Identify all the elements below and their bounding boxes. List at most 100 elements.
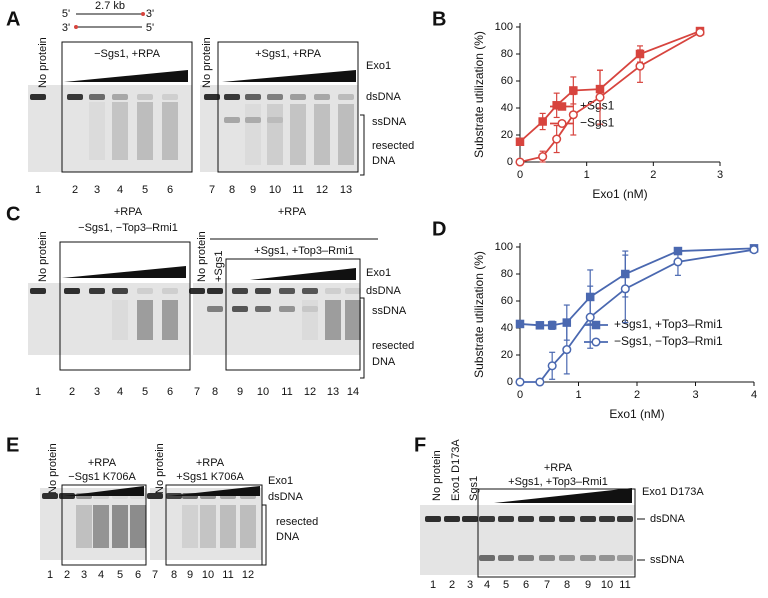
band <box>498 516 514 522</box>
lane-number: 4 <box>117 184 123 196</box>
point <box>515 137 525 146</box>
x-tick-label: 2 <box>650 169 656 181</box>
band <box>204 94 220 100</box>
lane-number: 11 <box>222 569 233 581</box>
wedge <box>168 486 260 496</box>
lane-number: 13 <box>327 386 339 398</box>
lane-number: 3 <box>94 184 100 196</box>
gel-box <box>477 488 636 578</box>
condition: +Sgs1, +Top3–Rmi1 <box>508 476 608 488</box>
condition: −Sgs1, −Top3–Rmi1 <box>78 222 178 234</box>
species: ssDNA <box>372 305 407 317</box>
x-axis-label: Exo1 (nM) <box>609 407 664 421</box>
species: DNA <box>372 155 396 167</box>
lane-number: 8 <box>171 569 177 581</box>
lane-number: 14 <box>347 386 359 398</box>
band <box>559 555 575 561</box>
point <box>535 321 545 330</box>
y-tick-label: 0 <box>507 376 513 388</box>
construct-size: 2.7 kb <box>95 0 125 12</box>
band <box>89 94 105 100</box>
smear <box>93 505 109 548</box>
lane-label: Exo1 D173A <box>450 439 462 501</box>
species: DNA <box>372 356 396 368</box>
y-axis-label: Substrate utilization (%) <box>472 31 486 158</box>
panel-label: A <box>6 8 20 30</box>
x-tick-label: 4 <box>751 389 757 401</box>
species: DNA <box>276 531 300 543</box>
strand-end: 3' <box>146 8 154 20</box>
lane-number: 8 <box>229 184 235 196</box>
band <box>137 288 153 294</box>
lane-number: 9 <box>237 386 243 398</box>
smear <box>338 104 354 165</box>
band <box>539 555 555 561</box>
band <box>338 94 354 100</box>
band <box>207 306 223 312</box>
point <box>620 284 630 294</box>
band <box>345 288 361 294</box>
smear <box>112 102 128 160</box>
lane-number: 6 <box>167 184 173 196</box>
band <box>30 288 46 294</box>
legend-marker <box>591 320 601 330</box>
band <box>290 94 306 100</box>
species: ssDNA <box>372 116 407 128</box>
lane-label: No protein <box>154 443 166 494</box>
point <box>547 321 557 330</box>
band <box>42 493 58 499</box>
lane-label: No protein <box>47 443 59 494</box>
lane-label: No protein <box>37 231 49 282</box>
band <box>580 516 596 522</box>
wedge <box>64 486 144 496</box>
legend-marker <box>591 337 601 347</box>
species: resected <box>372 340 414 352</box>
x-tick-label: 1 <box>575 389 581 401</box>
lane-number: 1 <box>35 386 41 398</box>
smear <box>220 505 236 548</box>
x-axis-label: Exo1 (nM) <box>592 187 647 201</box>
band <box>207 288 223 294</box>
band <box>302 288 318 294</box>
lane-number: 11 <box>281 386 292 398</box>
band <box>245 117 261 123</box>
strand-end: 5' <box>146 22 154 34</box>
species: resected <box>372 140 414 152</box>
lane-number: 4 <box>98 569 104 581</box>
lane-number: 3 <box>81 569 87 581</box>
lane-number: 2 <box>449 579 455 591</box>
lane-number: 13 <box>340 184 352 196</box>
smear <box>137 300 153 340</box>
smear <box>200 505 216 548</box>
condition: +RPA <box>544 462 573 474</box>
legend-label: +Sgs1 <box>580 99 615 113</box>
band <box>255 306 271 312</box>
x-tick-label: 0 <box>517 169 523 181</box>
wedge <box>62 266 186 278</box>
point <box>695 27 705 37</box>
band <box>425 516 441 522</box>
gel-box <box>59 241 191 371</box>
panel-label: E <box>6 434 19 456</box>
y-tick-label: 60 <box>501 295 513 307</box>
lane-number: 3 <box>467 579 473 591</box>
band <box>599 516 615 522</box>
smear <box>302 300 318 340</box>
bracket <box>360 297 365 379</box>
point <box>538 152 548 162</box>
y-tick-label: 0 <box>507 156 513 168</box>
wedge <box>222 70 356 82</box>
band <box>539 516 555 522</box>
band <box>479 516 495 522</box>
band <box>279 306 295 312</box>
point <box>749 245 759 255</box>
lane-label: Sgs1 <box>468 476 480 501</box>
band <box>89 288 105 294</box>
point <box>635 61 645 71</box>
lane-number: 6 <box>523 579 529 591</box>
species: ssDNA <box>650 554 685 566</box>
x-tick-label: 1 <box>584 169 590 181</box>
gel <box>150 488 262 560</box>
smear <box>290 104 306 165</box>
